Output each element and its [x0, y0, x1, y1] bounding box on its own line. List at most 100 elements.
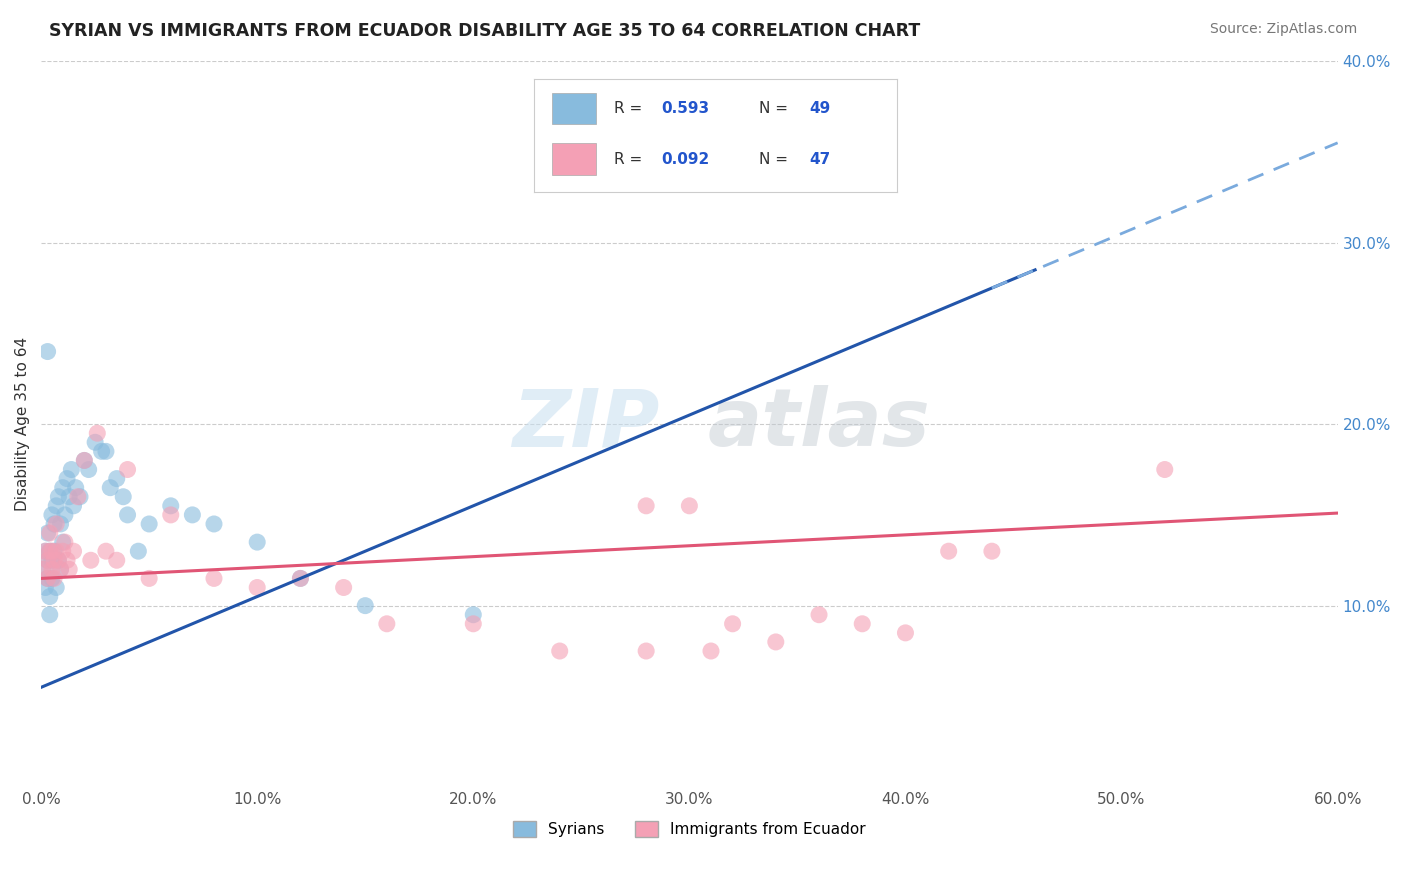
Point	[49, 562, 72, 576]
Point	[700, 644, 723, 658]
Point	[45, 581, 67, 595]
Point	[894, 625, 917, 640]
Point	[38, 526, 60, 541]
Point	[32, 562, 55, 576]
Point	[678, 499, 700, 513]
Point	[77, 462, 100, 476]
Point	[34, 544, 56, 558]
Point	[765, 635, 787, 649]
Text: Source: ZipAtlas.com: Source: ZipAtlas.com	[1209, 22, 1357, 37]
Point	[34, 581, 56, 595]
Point	[375, 616, 398, 631]
Point	[52, 535, 75, 549]
Point	[332, 581, 354, 595]
Point	[159, 508, 181, 522]
Point	[37, 553, 59, 567]
Point	[66, 490, 89, 504]
Point	[548, 644, 571, 658]
Point	[58, 490, 80, 504]
Point	[290, 571, 312, 585]
Point	[37, 344, 59, 359]
Y-axis label: Disability Age 35 to 64: Disability Age 35 to 64	[15, 337, 30, 511]
Point	[42, 571, 65, 585]
Point	[56, 553, 79, 567]
Point	[721, 616, 744, 631]
Point	[37, 553, 59, 567]
Point	[80, 553, 103, 567]
Point	[49, 562, 72, 576]
Point	[1153, 462, 1175, 476]
Point	[69, 490, 91, 504]
Point	[45, 516, 67, 531]
Point	[112, 490, 135, 504]
Point	[181, 508, 204, 522]
Point	[202, 571, 225, 585]
Point	[94, 544, 117, 558]
Point	[851, 616, 873, 631]
Point	[463, 607, 485, 622]
Point	[45, 544, 67, 558]
Point	[49, 516, 72, 531]
Text: atlas: atlas	[707, 385, 931, 463]
Point	[53, 535, 76, 549]
Point	[65, 481, 87, 495]
Point	[41, 562, 63, 576]
Point	[34, 544, 56, 558]
Point	[127, 544, 149, 558]
Point	[48, 553, 70, 567]
Point	[90, 444, 112, 458]
Point	[636, 644, 658, 658]
Point	[41, 544, 63, 558]
Point	[84, 435, 107, 450]
Point	[38, 590, 60, 604]
Point	[37, 526, 59, 541]
Point	[980, 544, 1002, 558]
Point	[42, 544, 65, 558]
Point	[56, 472, 79, 486]
Point	[246, 581, 269, 595]
Point	[73, 453, 96, 467]
Point	[60, 462, 83, 476]
Point	[32, 562, 55, 576]
Point	[246, 535, 269, 549]
Point	[38, 544, 60, 558]
Point	[37, 571, 59, 585]
Point	[52, 481, 75, 495]
Point	[159, 499, 181, 513]
Point	[138, 516, 160, 531]
Point	[62, 499, 84, 513]
Point	[105, 472, 128, 486]
Point	[37, 571, 59, 585]
Point	[58, 562, 80, 576]
Point	[52, 544, 75, 558]
Legend: Syrians, Immigrants from Ecuador: Syrians, Immigrants from Ecuador	[505, 814, 873, 845]
Point	[73, 453, 96, 467]
Text: ZIP: ZIP	[512, 385, 659, 463]
Point	[38, 544, 60, 558]
Point	[117, 508, 139, 522]
Point	[41, 571, 63, 585]
Point	[53, 508, 76, 522]
Point	[636, 499, 658, 513]
Point	[62, 544, 84, 558]
Point	[45, 499, 67, 513]
Point	[138, 571, 160, 585]
Point	[48, 490, 70, 504]
Point	[354, 599, 377, 613]
Point	[938, 544, 960, 558]
Point	[463, 616, 485, 631]
Point	[48, 553, 70, 567]
Point	[105, 553, 128, 567]
Point	[808, 607, 831, 622]
Point	[41, 508, 63, 522]
Point	[117, 462, 139, 476]
Point	[290, 571, 312, 585]
Point	[41, 553, 63, 567]
Point	[86, 426, 108, 441]
Point	[202, 516, 225, 531]
Point	[94, 444, 117, 458]
Point	[98, 481, 121, 495]
Point	[873, 127, 896, 141]
Point	[42, 553, 65, 567]
Point	[38, 607, 60, 622]
